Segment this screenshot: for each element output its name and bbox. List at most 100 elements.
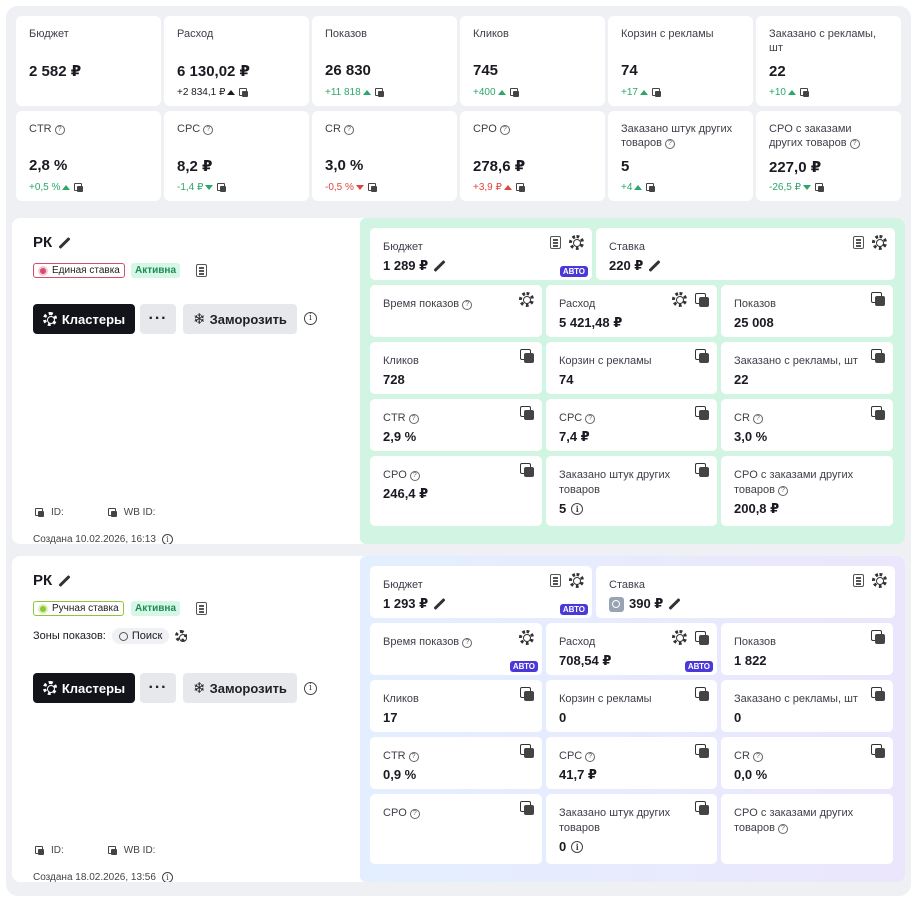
info-icon[interactable]: i — [161, 534, 173, 544]
info-icon[interactable]: i — [304, 312, 317, 325]
gear-icon[interactable] — [519, 630, 534, 645]
cell-label: CPO? — [383, 806, 529, 821]
copy-icon[interactable] — [695, 463, 709, 477]
edit-icon[interactable] — [668, 598, 680, 610]
edit-icon[interactable] — [58, 237, 70, 249]
gear-icon[interactable] — [175, 630, 188, 642]
clusters-button[interactable]: Кластеры — [33, 304, 135, 334]
gear-icon[interactable] — [672, 630, 687, 645]
stat-delta: +2 834,1 ₽ — [177, 87, 249, 98]
copy-icon[interactable] — [814, 182, 825, 193]
copy-icon[interactable] — [651, 87, 662, 98]
copy-icon[interactable] — [35, 507, 45, 518]
info-icon[interactable]: i — [571, 502, 584, 515]
document-icon[interactable] — [550, 236, 561, 249]
help-icon[interactable]: ? — [408, 752, 419, 762]
freeze-button[interactable]: ❄ Заморозить — [183, 304, 297, 334]
gear-icon[interactable] — [569, 235, 584, 250]
copy-icon[interactable] — [646, 182, 656, 193]
campaign-name: РК — [33, 234, 53, 251]
gear-icon[interactable] — [519, 292, 534, 307]
help-icon[interactable]: ? — [585, 414, 596, 424]
copy-icon[interactable] — [217, 182, 227, 193]
copy-icon[interactable] — [74, 182, 84, 193]
copy-icon[interactable] — [374, 87, 385, 98]
copy-icon[interactable] — [695, 687, 709, 701]
dashboard: Бюджет 2 582 ₽ Расход 6 130,02 ₽ +2 834,1 ₽ П… — [6, 6, 911, 896]
edit-icon[interactable] — [433, 260, 445, 272]
help-icon[interactable]: ? — [462, 638, 473, 648]
copy-icon[interactable] — [107, 507, 118, 518]
copy-icon[interactable] — [520, 406, 534, 420]
gear-icon[interactable] — [569, 573, 584, 588]
copy-icon[interactable] — [35, 845, 45, 856]
stat-card: CTR? 2,8 % +0,5 % — [16, 111, 161, 201]
help-icon[interactable]: ? — [777, 824, 788, 834]
help-icon[interactable]: ? — [849, 139, 860, 149]
help-icon[interactable]: ? — [54, 125, 65, 135]
cell-label-text: CR — [734, 750, 750, 762]
gear-icon[interactable] — [872, 573, 887, 588]
gear-icon[interactable] — [872, 235, 887, 250]
copy-icon[interactable] — [871, 687, 885, 701]
help-icon[interactable]: ? — [408, 414, 419, 424]
copy-icon[interactable] — [871, 349, 885, 363]
help-icon[interactable]: ? — [664, 139, 675, 149]
help-icon[interactable]: ? — [203, 125, 214, 135]
copy-icon[interactable] — [520, 687, 534, 701]
help-icon[interactable]: ? — [752, 414, 763, 424]
help-icon[interactable]: ? — [409, 809, 420, 819]
copy-icon[interactable] — [520, 744, 534, 758]
document-icon[interactable] — [196, 602, 207, 615]
stat-label: Кликов — [473, 27, 592, 41]
document-icon[interactable] — [853, 574, 864, 587]
more-button[interactable]: ··· — [140, 304, 176, 334]
freeze-button[interactable]: ❄ Заморозить — [183, 673, 297, 703]
clusters-button[interactable]: Кластеры — [33, 673, 135, 703]
help-icon[interactable]: ? — [409, 471, 420, 481]
copy-icon[interactable] — [871, 630, 885, 644]
zone-chip[interactable]: Поиск — [111, 628, 170, 644]
copy-icon[interactable] — [871, 744, 885, 758]
metric-cell: CPO? 246,4 ₽ — [370, 456, 542, 526]
copy-icon[interactable] — [695, 349, 709, 363]
copy-icon[interactable] — [695, 406, 709, 420]
edit-icon[interactable] — [433, 598, 445, 610]
copy-icon[interactable] — [509, 87, 520, 98]
copy-icon[interactable] — [367, 182, 378, 193]
info-icon[interactable]: i — [571, 840, 584, 853]
help-icon[interactable]: ? — [585, 752, 596, 762]
document-icon[interactable] — [196, 264, 207, 277]
copy-icon[interactable] — [520, 349, 534, 363]
more-button[interactable]: ··· — [140, 673, 176, 703]
document-icon[interactable] — [853, 236, 864, 249]
copy-icon[interactable] — [871, 406, 885, 420]
help-icon[interactable]: ? — [462, 300, 473, 310]
copy-icon[interactable] — [695, 630, 709, 645]
gear-icon[interactable] — [672, 292, 687, 307]
copy-icon[interactable] — [695, 801, 709, 815]
copy-icon[interactable] — [695, 744, 709, 758]
edit-icon[interactable] — [58, 575, 70, 587]
copy-icon[interactable] — [695, 292, 709, 307]
copy-icon[interactable] — [871, 292, 885, 306]
copy-icon[interactable] — [239, 87, 249, 98]
help-icon[interactable]: ? — [343, 125, 354, 135]
metric-cell: Расход 5 421,48 ₽ — [546, 285, 717, 337]
arrow-up-icon — [497, 90, 506, 95]
copy-icon[interactable] — [520, 463, 534, 477]
copy-icon[interactable] — [107, 845, 118, 856]
cell-value: 0 — [734, 710, 880, 725]
info-icon[interactable]: i — [161, 872, 173, 882]
info-icon[interactable]: i — [304, 682, 317, 695]
help-icon[interactable]: ? — [499, 125, 510, 135]
delta-value: +4 — [621, 182, 633, 193]
document-icon[interactable] — [550, 574, 561, 587]
copy-icon[interactable] — [799, 87, 810, 98]
copy-icon[interactable] — [520, 801, 534, 815]
edit-icon[interactable] — [648, 260, 660, 272]
help-icon[interactable]: ? — [752, 752, 763, 762]
wb-id-label: WB ID: — [123, 507, 156, 518]
help-icon[interactable]: ? — [777, 486, 788, 496]
copy-icon[interactable] — [515, 182, 526, 193]
